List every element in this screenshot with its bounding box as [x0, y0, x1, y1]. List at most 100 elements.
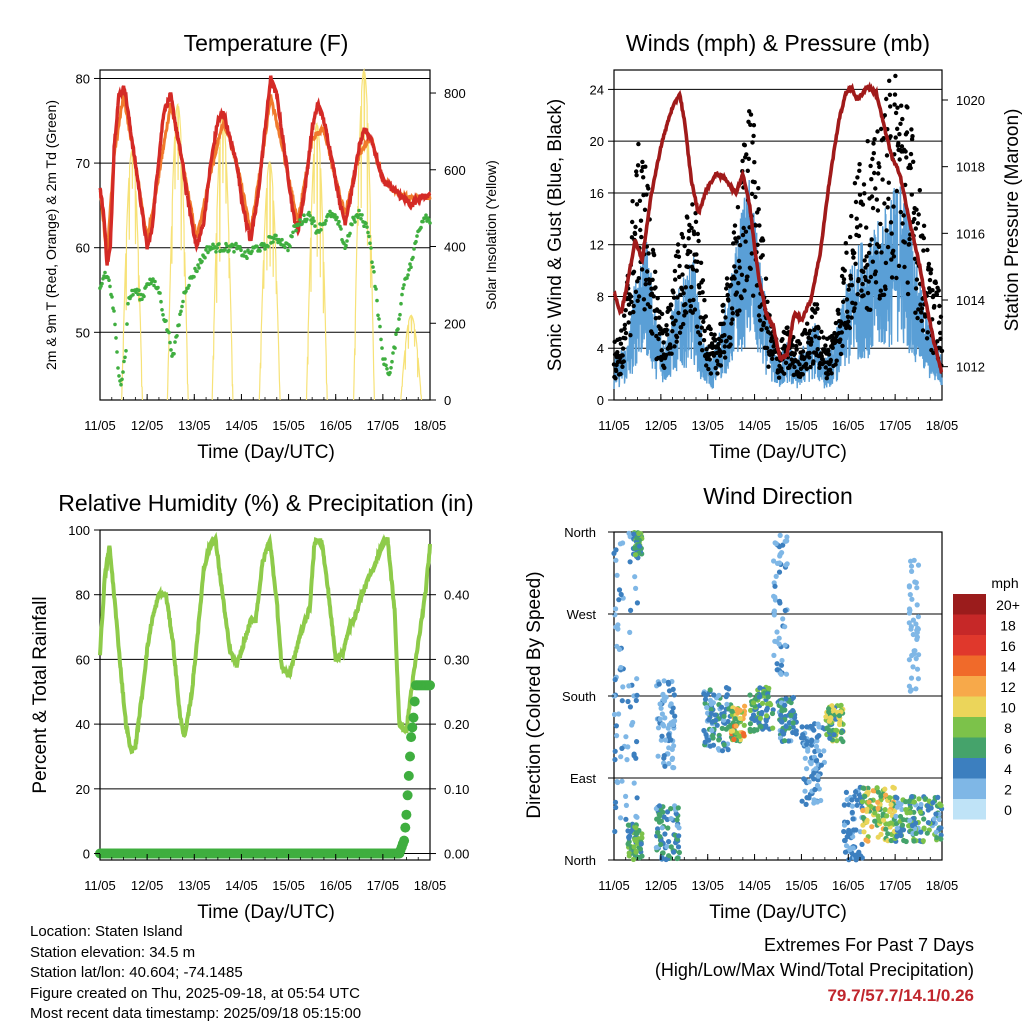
- gust-point: [869, 237, 874, 242]
- wind-direction-point: [676, 833, 682, 839]
- gust-point: [805, 321, 810, 326]
- wind-direction-point: [849, 803, 856, 809]
- wind-direction-point: [703, 732, 709, 738]
- gust-point: [856, 233, 862, 239]
- gust-point: [918, 302, 923, 307]
- wind-direction-point: [636, 543, 643, 549]
- gust-point: [808, 364, 813, 370]
- wind-direction-point: [765, 701, 771, 707]
- wind-direction-point: [733, 723, 739, 729]
- wind-direction-point: [842, 849, 849, 855]
- wind-direction-point: [669, 709, 675, 715]
- gust-point: [756, 313, 762, 318]
- dewpoint-point: [359, 217, 363, 221]
- wind-direction-point: [737, 707, 743, 714]
- colorbar-swatch: [953, 635, 986, 656]
- y2-tick-label: 1014: [956, 293, 985, 308]
- gust-point: [930, 288, 935, 293]
- wind-direction-point: [885, 831, 891, 837]
- wind-direction-point: [907, 592, 913, 598]
- gust-point: [794, 343, 799, 349]
- gust-point: [908, 151, 914, 157]
- dewpoint-point: [119, 382, 123, 387]
- gust-point: [893, 135, 898, 140]
- gust-point: [700, 290, 705, 295]
- dewpoint-point: [371, 265, 375, 269]
- wind-direction-point: [614, 733, 620, 739]
- dewpoint-point: [214, 250, 218, 254]
- wind-direction-point: [724, 701, 730, 707]
- gust-point: [642, 207, 648, 212]
- winds-axes: 0 4 8 12 16 20 24 1012 1014 1016 1018 1020 11/05 12/0…: [590, 82, 985, 433]
- dewpoint-point: [115, 350, 119, 354]
- dewpoint-point: [124, 349, 128, 353]
- wind-direction-point: [634, 692, 640, 698]
- gust-point: [888, 104, 893, 109]
- wind-direction-point: [771, 608, 778, 614]
- wind-direction-point: [711, 692, 717, 698]
- gust-point: [853, 301, 858, 306]
- gust-point: [852, 250, 857, 256]
- wind-direction-point: [883, 792, 889, 798]
- wind-direction-point: [670, 722, 676, 728]
- gust-point: [674, 334, 680, 340]
- gust-point: [728, 282, 734, 288]
- gust-point: [752, 160, 757, 165]
- gust-point: [823, 343, 828, 348]
- gust-point: [721, 321, 726, 326]
- dewpoint-point: [225, 244, 229, 248]
- gust-point: [927, 277, 933, 283]
- gust-point: [825, 372, 831, 377]
- gust-point: [841, 280, 846, 285]
- latest-timestamp: Most recent data timestamp: 2025/09/18 0…: [30, 1005, 362, 1022]
- gust-point: [724, 338, 729, 343]
- wind-direction-point: [772, 597, 779, 603]
- wind-direction-point: [634, 739, 640, 745]
- wind-direction-point: [771, 652, 777, 659]
- y2-tick-label: 0.20: [444, 717, 469, 732]
- wind-direction-point: [811, 776, 817, 782]
- dewpoint-point: [110, 295, 114, 299]
- gust-point: [865, 262, 870, 268]
- wind-direction-point: [661, 678, 667, 684]
- gust-point: [627, 311, 633, 316]
- wind-direction-point: [913, 686, 919, 692]
- wind-direction-point: [872, 810, 878, 816]
- gust-point: [858, 223, 863, 228]
- dewpoint-point: [140, 297, 144, 302]
- gust-point: [936, 320, 942, 325]
- dewpoint-point: [378, 324, 382, 329]
- gust-point: [882, 113, 887, 118]
- wind-direction-point: [882, 786, 888, 792]
- colorbar-label: 6: [1004, 741, 1012, 757]
- wind-direction-point: [880, 817, 887, 823]
- gust-point: [613, 376, 618, 381]
- gust-point: [913, 226, 918, 231]
- wind-direction-point: [899, 822, 906, 828]
- rainfall-point: [405, 751, 415, 762]
- gust-point: [916, 212, 921, 217]
- gust-point: [695, 259, 700, 264]
- station-location: Location: Staten Island: [30, 923, 183, 940]
- dewpoint-point: [255, 244, 259, 249]
- gust-point: [886, 196, 891, 201]
- dewpoint-point: [353, 220, 357, 224]
- gust-point: [730, 317, 735, 322]
- speed-colorbar: mph 20+ 18 16 14 12 10 8 6 4 2 0: [953, 575, 1020, 820]
- dewpoint-point: [365, 225, 369, 229]
- gust-point: [693, 211, 698, 216]
- wind-direction-point: [921, 816, 927, 822]
- gust-point: [938, 330, 943, 336]
- wind-direction-point: [658, 841, 664, 848]
- gust-point: [639, 234, 644, 240]
- gust-point: [740, 232, 746, 238]
- wind-direction-point: [818, 762, 825, 768]
- gust-point: [834, 358, 839, 363]
- dewpoint-point: [271, 240, 275, 244]
- gust-point: [690, 267, 696, 272]
- x-tick-label: 12/05: [131, 418, 164, 433]
- wind-direction-point: [719, 748, 726, 754]
- gust-point: [636, 294, 642, 299]
- gust-point: [725, 292, 730, 298]
- gust-point: [843, 241, 848, 246]
